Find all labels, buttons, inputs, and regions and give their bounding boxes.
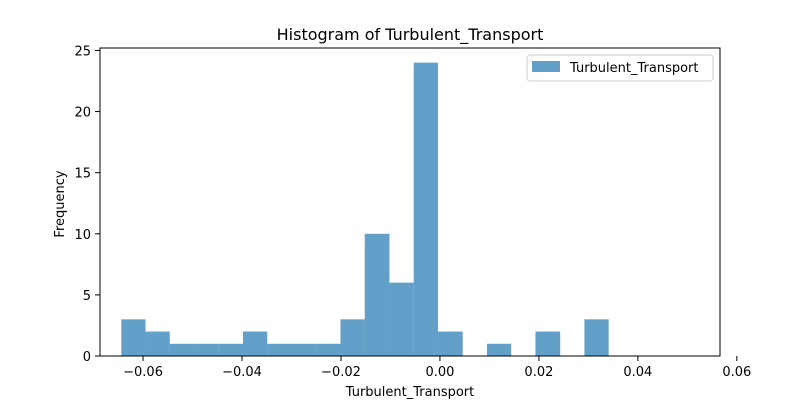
x-tick-label: 0.00 (425, 365, 454, 380)
histogram-bar (535, 331, 561, 356)
histogram-bar (194, 343, 219, 356)
histogram-bar (218, 343, 244, 356)
histogram-bar (437, 331, 463, 356)
x-axis-ticks: −0.06 −0.04 −0.02 0.00 0.02 0.04 0.06 (123, 356, 751, 380)
histogram-bar (267, 343, 292, 356)
histogram-bar (243, 331, 268, 356)
histogram-bar (316, 343, 341, 356)
y-tick-label: 20 (74, 106, 91, 121)
legend-label: Turbulent_Transport (569, 61, 699, 76)
plot-frame (99, 47, 721, 357)
y-tick-label: 5 (83, 289, 91, 304)
x-tick-label: 0.06 (722, 365, 751, 380)
chart-title: Histogram of Turbulent_Transport (277, 25, 544, 45)
x-tick-label: 0.02 (524, 365, 553, 380)
histogram-bar (121, 319, 146, 356)
legend-box (526, 54, 714, 82)
histogram-bar (145, 331, 170, 356)
y-tick-label: 15 (74, 167, 91, 182)
x-tick-label: −0.02 (321, 365, 361, 380)
histogram-bar (486, 343, 512, 356)
histogram-bar (169, 343, 195, 356)
y-axis-ticks: 0 5 10 15 20 25 (74, 44, 100, 365)
histogram-bar (340, 319, 365, 356)
x-axis-label: Turbulent_Transport (345, 385, 475, 400)
legend-swatch (532, 61, 560, 72)
histogram-bar (584, 319, 609, 356)
x-tick-label: −0.06 (123, 365, 163, 380)
histogram-bar (364, 233, 390, 356)
histogram-bar (291, 343, 317, 356)
y-tick-label: 25 (74, 44, 91, 59)
legend: Turbulent_Transport (526, 54, 714, 82)
histogram-bar (413, 62, 438, 357)
bars-layer (121, 62, 609, 357)
y-axis-label: Frequency (53, 170, 68, 237)
axes-layer (99, 47, 721, 357)
histogram-bar (389, 282, 414, 356)
y-tick-label: 10 (74, 228, 91, 243)
y-tick-label: 0 (83, 350, 91, 365)
x-tick-label: −0.04 (222, 365, 262, 380)
x-tick-label: 0.04 (623, 365, 652, 380)
